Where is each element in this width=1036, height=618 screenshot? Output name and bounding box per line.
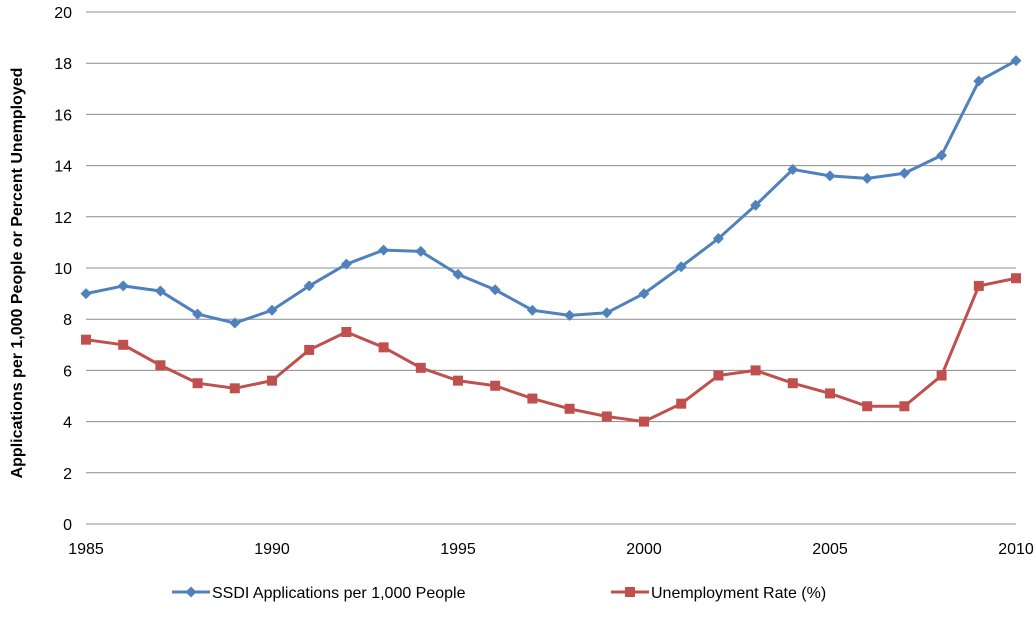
- x-tick-label: 2005: [812, 541, 848, 558]
- data-point: [676, 398, 687, 409]
- y-tick-label: 0: [63, 517, 72, 534]
- data-point: [899, 401, 910, 412]
- data-point: [155, 360, 166, 371]
- data-point: [675, 261, 687, 273]
- y-tick-label: 2: [63, 466, 72, 483]
- data-point: [713, 370, 724, 381]
- series-line: [85, 276, 1017, 424]
- data-point: [117, 280, 129, 292]
- y-tick-label: 6: [63, 363, 72, 380]
- data-point: [378, 342, 389, 353]
- data-point: [192, 308, 204, 320]
- data-point: [973, 280, 984, 291]
- x-tick-label: 2010: [998, 541, 1034, 558]
- data-point: [824, 170, 836, 182]
- data-point: [154, 285, 166, 297]
- data-point: [564, 309, 576, 321]
- data-point: [303, 280, 315, 292]
- data-point: [229, 383, 240, 394]
- data-point: [489, 284, 501, 296]
- data-point: [564, 403, 575, 414]
- data-point: [267, 375, 277, 386]
- data-point: [415, 245, 427, 257]
- data-point: [601, 307, 613, 319]
- data-point: [861, 172, 873, 184]
- data-point: [862, 401, 873, 412]
- legend-label: SSDI Applications per 1,000 People: [212, 585, 466, 602]
- data-point: [936, 370, 947, 381]
- series-line: [85, 59, 1017, 325]
- data-point: [490, 380, 501, 391]
- legend-marker: [625, 587, 635, 597]
- legend: SSDI Applications per 1,000 People Unempl…: [172, 585, 826, 602]
- data-point: [415, 362, 426, 373]
- gridlines: [86, 11, 1016, 474]
- data-point: [340, 258, 352, 270]
- data-point: [898, 167, 910, 179]
- data-point: [1011, 273, 1021, 284]
- y-tick-label: 18: [54, 56, 72, 73]
- legend-item: SSDI Applications per 1,000 People: [172, 585, 466, 602]
- data-point: [526, 304, 538, 316]
- series-unemployment-rate: [81, 273, 1021, 427]
- data-point: [192, 378, 203, 389]
- y-tick-label: 10: [54, 261, 72, 278]
- data-point: [80, 288, 92, 300]
- data-point: [973, 75, 985, 87]
- data-point: [304, 344, 315, 355]
- data-point: [341, 327, 352, 337]
- y-tick-label: 20: [54, 5, 72, 22]
- data-point: [266, 304, 278, 316]
- data-point: [750, 365, 761, 376]
- y-tick-label: 12: [54, 210, 72, 227]
- data-point: [452, 268, 464, 280]
- data-point: [787, 163, 799, 175]
- data-point: [825, 388, 835, 399]
- y-tick-label: 4: [63, 415, 72, 432]
- series-layer: [80, 55, 1022, 427]
- data-point: [750, 199, 762, 211]
- series-ssdi-applications: [80, 55, 1022, 329]
- data-point: [787, 378, 798, 389]
- data-point: [712, 233, 724, 245]
- data-point: [118, 339, 129, 350]
- legend-item: Unemployment Rate (%): [611, 585, 826, 602]
- data-point: [936, 149, 948, 161]
- data-point: [638, 288, 650, 300]
- data-point: [229, 317, 241, 329]
- x-tick-label: 1995: [440, 541, 476, 558]
- data-point: [601, 411, 612, 422]
- x-tick-label: 2000: [626, 541, 662, 558]
- y-tick-label: 16: [54, 107, 72, 124]
- y-axis-label: Applications per 1,000 People or Percent…: [9, 68, 26, 479]
- legend-marker: [185, 586, 197, 598]
- data-point: [1010, 55, 1022, 67]
- data-point: [378, 244, 390, 256]
- y-axis-ticks: 0 2 4 6 8 10 12 14 16 18 20: [54, 5, 72, 534]
- data-point: [81, 334, 91, 345]
- x-axis-ticks: 1985 1990 1995 2000 2005 2010: [68, 541, 1034, 558]
- x-tick-label: 1985: [68, 541, 104, 558]
- legend-label: Unemployment Rate (%): [651, 585, 826, 602]
- data-point: [639, 416, 649, 427]
- data-point: [453, 375, 463, 386]
- data-point: [527, 393, 538, 404]
- x-tick-label: 1990: [254, 541, 290, 558]
- y-tick-label: 14: [54, 159, 72, 176]
- y-tick-label: 8: [63, 312, 72, 329]
